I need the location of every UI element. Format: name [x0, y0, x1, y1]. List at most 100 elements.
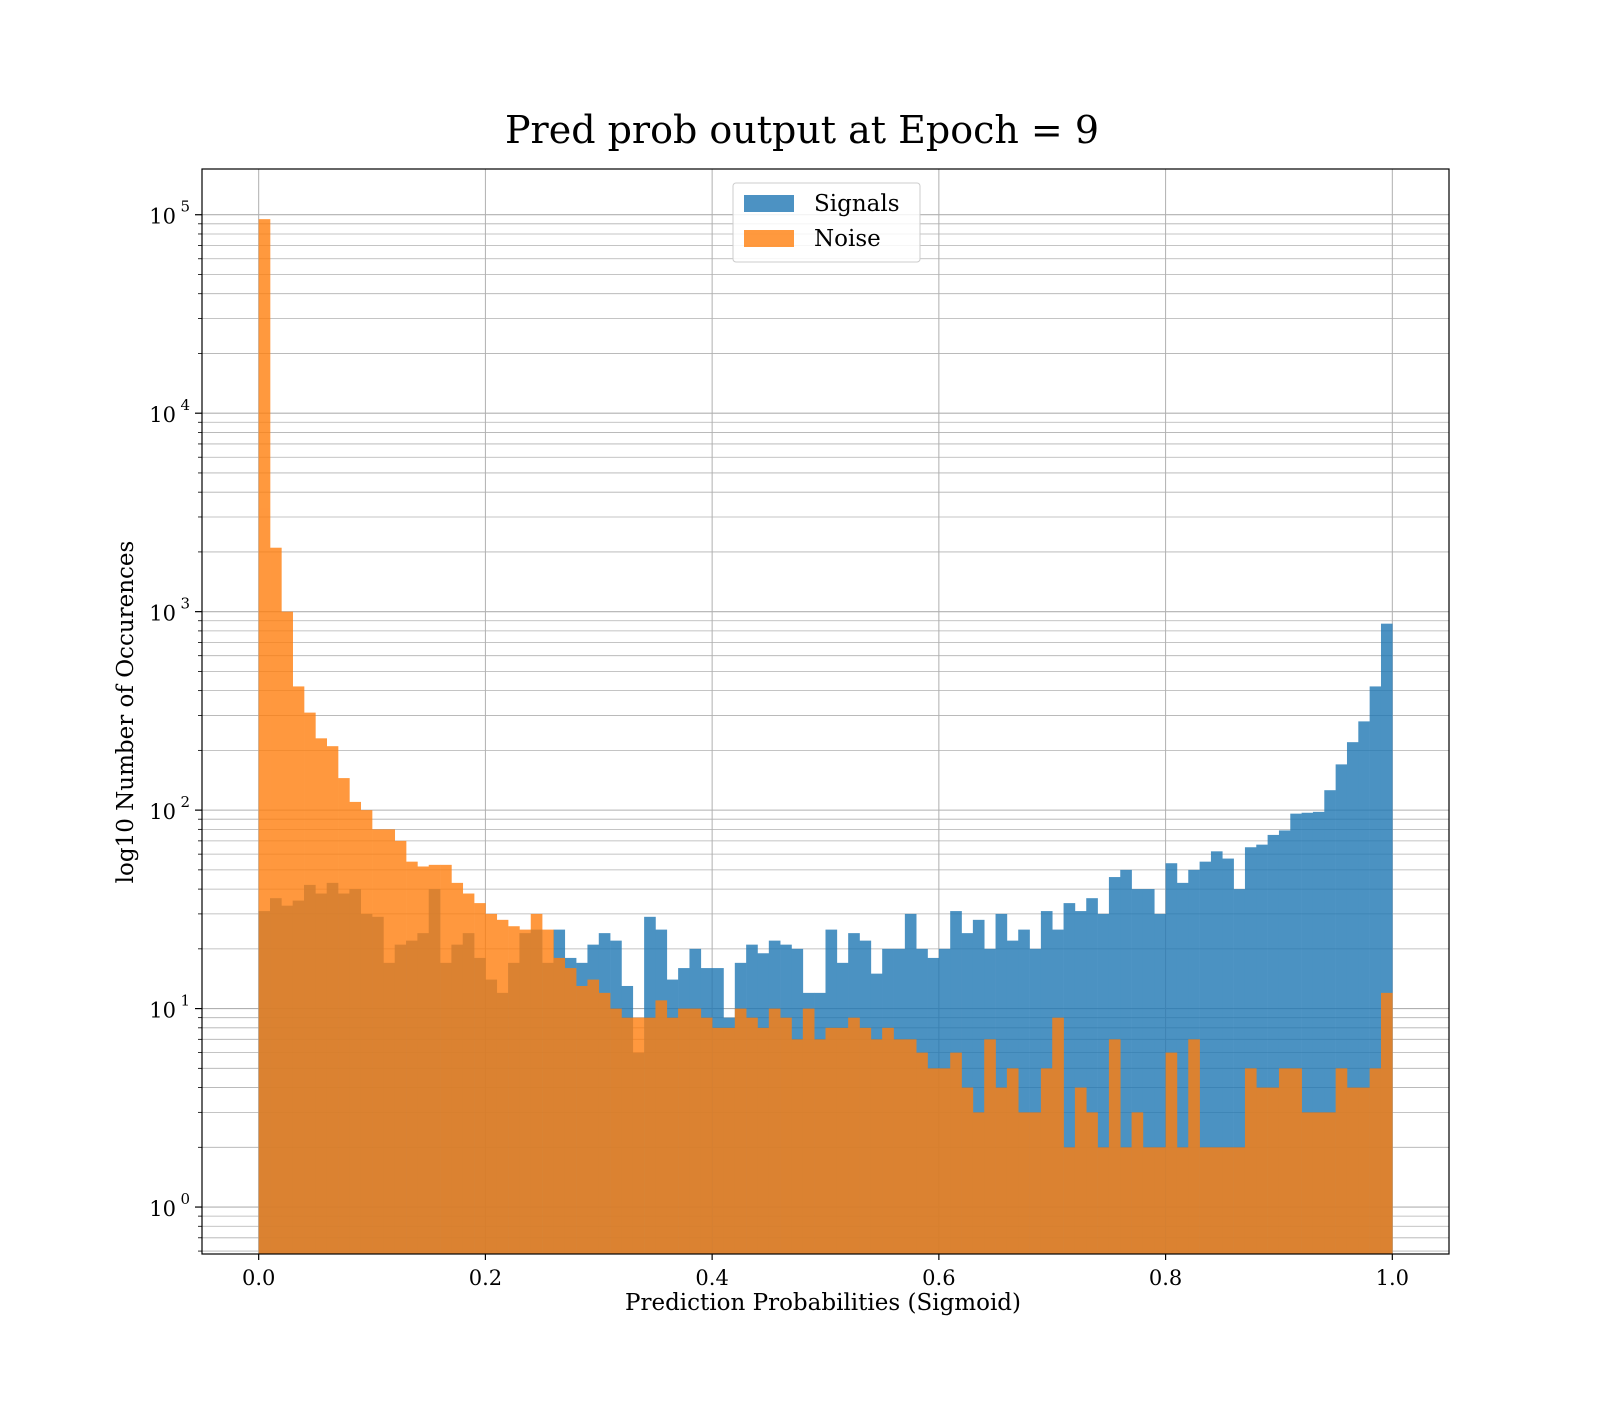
bar-noise [893, 1039, 906, 1254]
bar-noise [1006, 1068, 1019, 1254]
x-tick-label: 1.0 [1376, 1266, 1409, 1290]
bar-noise [961, 1087, 974, 1254]
bar-noise [474, 903, 486, 1254]
bar-noise [338, 778, 350, 1254]
bar-noise [904, 1039, 917, 1254]
bar-noise [1267, 1087, 1280, 1254]
bar-noise [1233, 1147, 1246, 1254]
bar-signals [1358, 721, 1370, 1254]
bar-noise [462, 893, 475, 1254]
bar-noise [1346, 1087, 1359, 1254]
y-tick-label: 10 [149, 403, 176, 427]
bar-noise [1301, 1112, 1314, 1254]
bar-signals [1131, 889, 1144, 1254]
legend-label-noise: Noise [814, 226, 881, 252]
bar-noise [508, 926, 520, 1254]
bar-noise [1131, 1112, 1144, 1254]
bar-signals [1346, 742, 1359, 1254]
bar-noise [984, 1039, 996, 1254]
bar-noise [1199, 1147, 1212, 1254]
bar-noise [1142, 1147, 1155, 1254]
legend-swatch-noise [744, 230, 794, 247]
bar-noise [644, 1017, 656, 1254]
bar-noise [542, 929, 554, 1254]
bar-noise [780, 1017, 792, 1254]
bar-noise [1108, 1039, 1121, 1254]
bar-noise [1074, 1087, 1087, 1254]
bar-noise [1210, 1147, 1223, 1254]
y-tick-exponent: 3 [180, 595, 190, 613]
bar-signals [1267, 834, 1280, 1254]
legend: Signals Noise [732, 182, 921, 263]
bar-noise [757, 1027, 770, 1254]
bar-signals [972, 919, 985, 1254]
x-axis-label: Prediction Probabilities (Sigmoid) [625, 1290, 1021, 1316]
bar-noise [1335, 1068, 1348, 1254]
legend-label-signals: Signals [814, 191, 900, 217]
bar-noise [859, 1027, 872, 1254]
bar-signals [1301, 812, 1314, 1254]
bar-noise [1188, 1039, 1200, 1254]
bar-noise [564, 968, 577, 1254]
x-tick-label: 0.6 [922, 1266, 955, 1290]
x-tick-label: 0.2 [469, 1266, 502, 1290]
bars [258, 219, 1393, 1255]
bar-noise [281, 611, 293, 1254]
bar-noise [360, 810, 373, 1254]
bar-noise [632, 1017, 645, 1254]
bar-noise [417, 866, 430, 1254]
bar-noise [734, 1008, 747, 1254]
bar-noise [950, 1052, 962, 1254]
bar-noise [1244, 1068, 1257, 1254]
bar-noise [598, 992, 611, 1254]
bar-noise [916, 1052, 928, 1254]
bar-noise [394, 840, 407, 1254]
bar-noise [530, 913, 543, 1254]
y-tick-label: 10 [149, 205, 176, 229]
bar-signals [1278, 830, 1291, 1254]
bar-noise [689, 1008, 702, 1254]
y-tick-label: 10 [149, 602, 176, 626]
bar-noise [1176, 1147, 1189, 1254]
bar-signals [1233, 889, 1246, 1254]
bar-noise [1029, 1112, 1042, 1254]
bar-noise [882, 1027, 894, 1254]
bar-noise [700, 1017, 713, 1254]
bar-noise [927, 1068, 940, 1254]
bar-signals [1222, 858, 1234, 1254]
y-tick-exponent: 5 [180, 198, 190, 216]
bar-noise [1324, 1112, 1336, 1254]
legend-swatch-signals [744, 195, 794, 212]
y-tick-label: 10 [149, 999, 176, 1023]
bar-noise [304, 712, 316, 1254]
bar-signals [1086, 898, 1098, 1254]
bar-signals [995, 913, 1008, 1254]
y-tick-exponent: 0 [180, 1190, 190, 1208]
bar-noise [802, 1008, 815, 1254]
bar-noise [292, 686, 305, 1254]
bar-noise [1154, 1147, 1166, 1254]
bar-noise [270, 547, 282, 1254]
bar-noise [610, 1008, 622, 1254]
bar-noise [406, 861, 418, 1254]
bar-signals [1029, 948, 1042, 1254]
bar-noise [1290, 1068, 1302, 1254]
bar-noise [666, 1017, 679, 1254]
y-tick-exponent: 2 [180, 793, 190, 811]
bar-noise [678, 1008, 690, 1254]
bar-signals [1335, 764, 1348, 1254]
bar-noise [1040, 1068, 1053, 1254]
bar-noise [1120, 1147, 1132, 1254]
bar-noise [995, 1087, 1008, 1254]
bar-noise [621, 1017, 634, 1254]
bar-noise [428, 864, 441, 1254]
bar-signals [1063, 903, 1076, 1254]
x-tick-label: 0.0 [242, 1266, 275, 1290]
bar-signals [1018, 929, 1030, 1254]
y-tick-exponent: 4 [180, 396, 190, 414]
bar-noise [383, 829, 396, 1254]
bar-noise [519, 929, 532, 1254]
bar-noise [791, 1039, 804, 1254]
bar-noise [836, 1027, 849, 1254]
